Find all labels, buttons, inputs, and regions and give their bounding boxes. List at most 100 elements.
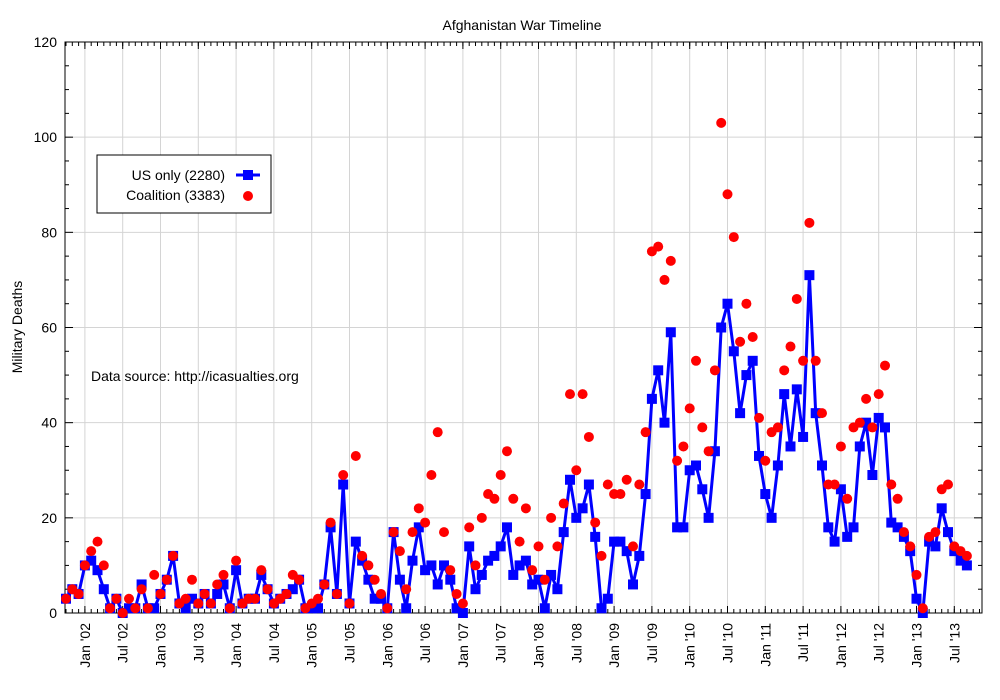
coalition-data-point bbox=[187, 574, 197, 585]
coalition-data-point bbox=[250, 593, 260, 604]
coalition-data-point bbox=[798, 355, 809, 366]
us-data-point bbox=[653, 365, 664, 376]
us-data-point bbox=[432, 579, 443, 590]
us-data-point bbox=[98, 584, 109, 595]
coalition-data-point bbox=[602, 479, 613, 490]
us-data-point bbox=[867, 470, 878, 481]
us-data-point bbox=[552, 584, 563, 595]
coalition-data-point bbox=[426, 470, 437, 481]
coalition-data-point bbox=[407, 527, 418, 538]
us-data-point bbox=[602, 593, 613, 604]
y-tick-label: 0 bbox=[49, 605, 57, 621]
coalition-data-point bbox=[432, 427, 443, 438]
us-data-point bbox=[558, 527, 569, 538]
coalition-data-point bbox=[703, 446, 714, 457]
coalition-data-point bbox=[527, 565, 538, 576]
coalition-data-point bbox=[539, 574, 550, 585]
coalition-data-point bbox=[640, 427, 651, 438]
us-data-point bbox=[678, 522, 689, 533]
y-tick-label: 120 bbox=[34, 34, 58, 50]
coalition-data-point bbox=[502, 446, 512, 457]
coalition-data-point bbox=[281, 588, 292, 599]
coalition-data-point bbox=[961, 550, 972, 561]
plot-frame bbox=[64, 41, 983, 614]
coalition-data-point bbox=[842, 493, 853, 504]
us-data-point bbox=[621, 546, 632, 557]
us-data-point bbox=[149, 603, 160, 614]
coalition-data-point bbox=[571, 465, 582, 476]
coalition-data-point bbox=[590, 517, 601, 528]
x-tick-label: Jan '07 bbox=[455, 623, 471, 668]
us-data-point bbox=[955, 555, 966, 566]
coalition-data-point bbox=[224, 603, 235, 614]
us-data-point bbox=[445, 574, 456, 585]
coalition-data-point bbox=[136, 584, 147, 595]
us-data-point bbox=[514, 560, 525, 571]
x-tick-label: Jul '02 bbox=[115, 623, 131, 663]
coalition-data-point bbox=[262, 584, 273, 595]
us-data-point bbox=[464, 541, 475, 552]
us-data-point bbox=[596, 603, 607, 614]
us-data-point bbox=[212, 588, 223, 599]
us-data-point bbox=[691, 460, 701, 471]
x-tick-label: Jul '03 bbox=[190, 623, 206, 663]
x-tick-label: Jan '06 bbox=[379, 623, 395, 668]
coalition-data-point bbox=[905, 541, 916, 552]
coalition-data-point bbox=[313, 593, 323, 604]
us-data-point bbox=[590, 531, 601, 542]
legend-label-us: US only (2280) bbox=[132, 167, 225, 183]
coalition-data-point bbox=[596, 550, 607, 561]
x-tick-label: Jan '10 bbox=[682, 623, 698, 668]
coalition-data-point bbox=[886, 479, 897, 490]
coalition-data-point bbox=[817, 408, 827, 419]
coalition-data-point bbox=[476, 512, 487, 523]
coalition-data-point bbox=[741, 298, 752, 309]
coalition-data-point bbox=[388, 527, 399, 538]
coalition-data-point bbox=[533, 541, 544, 552]
us-data-point bbox=[785, 441, 796, 452]
us-data-point bbox=[571, 512, 582, 523]
coalition-data-point bbox=[86, 546, 97, 557]
us-data-point bbox=[665, 327, 676, 338]
us-data-point bbox=[546, 569, 557, 580]
y-tick-label: 60 bbox=[41, 320, 57, 336]
x-tick-label: Jul '05 bbox=[342, 623, 358, 663]
us-data-point bbox=[741, 370, 752, 381]
coalition-data-point bbox=[880, 360, 890, 371]
us-data-point bbox=[880, 422, 890, 433]
coalition-data-point bbox=[747, 332, 758, 343]
coalition-data-point bbox=[552, 541, 563, 552]
coalition-data-point bbox=[331, 588, 342, 599]
us-data-point bbox=[930, 541, 941, 552]
us-data-point bbox=[861, 417, 872, 428]
coalition-data-point bbox=[917, 603, 928, 614]
coalition-data-point bbox=[754, 412, 764, 423]
coalition-data-point bbox=[565, 389, 575, 400]
us-data-point bbox=[218, 579, 229, 590]
coalition-data-point bbox=[716, 117, 727, 128]
x-tick-label: Jul '10 bbox=[720, 623, 736, 663]
coalition-data-point bbox=[180, 593, 191, 604]
x-tick-label: Jul '04 bbox=[266, 623, 282, 663]
coalition-data-point bbox=[344, 598, 355, 609]
coalition-data-point bbox=[772, 422, 783, 433]
us-data-point bbox=[728, 346, 739, 357]
us-data-point bbox=[716, 322, 727, 333]
us-data-point bbox=[476, 569, 487, 580]
legend-box bbox=[96, 154, 272, 214]
us-data-point bbox=[961, 560, 972, 571]
coalition-data-point bbox=[105, 603, 116, 614]
coalition-data-point bbox=[621, 474, 632, 485]
y-tick-label: 40 bbox=[41, 415, 57, 431]
us-data-point bbox=[823, 522, 834, 533]
coalition-data-point bbox=[231, 555, 242, 566]
coalition-data-point bbox=[583, 431, 594, 442]
coalition-data-point bbox=[514, 536, 525, 547]
coalition-data-point bbox=[615, 489, 626, 500]
coalition-data-point bbox=[445, 565, 456, 576]
us-data-point bbox=[439, 560, 449, 571]
us-data-point bbox=[426, 560, 437, 571]
us-data-point bbox=[697, 484, 708, 495]
coalition-data-point bbox=[760, 455, 771, 466]
